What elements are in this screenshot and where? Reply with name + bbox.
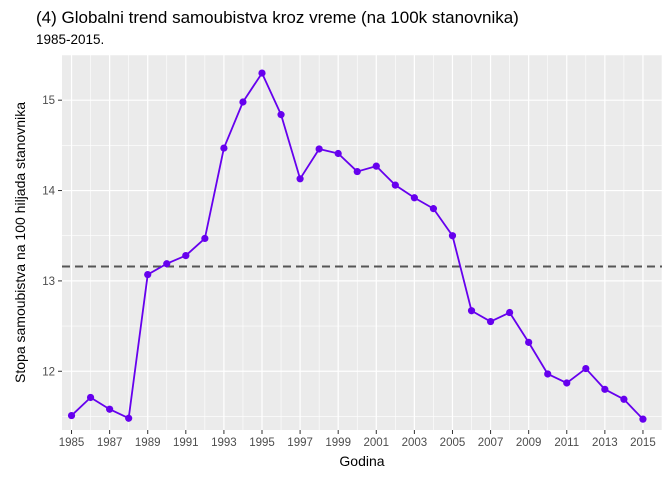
data-point [334, 149, 342, 158]
x-tick-label: 1997 [287, 437, 313, 449]
data-point [86, 393, 95, 402]
data-point [182, 252, 190, 260]
chart-subtitle: 1985-2015. [36, 32, 105, 47]
y-tick-label: 15 [42, 95, 55, 107]
x-tick-label: 2015 [630, 437, 656, 449]
y-tick-label: 13 [42, 276, 55, 288]
x-tick-label: 2013 [592, 437, 618, 449]
data-point [563, 379, 571, 387]
x-tick-label: 2011 [554, 437, 579, 449]
x-tick-label: 1995 [249, 437, 275, 449]
data-point [429, 205, 438, 213]
data-point [525, 338, 533, 346]
data-point [506, 308, 514, 317]
data-point [220, 144, 228, 152]
data-point [144, 270, 152, 279]
data-point [67, 411, 76, 420]
data-point [277, 111, 285, 119]
x-tick-label: 1993 [211, 437, 237, 449]
data-point [106, 405, 114, 413]
x-axis-ticks: 1985 1987 1989 1991 1993 1995 1997 1999 2001 2003… [59, 430, 656, 449]
data-point [163, 260, 171, 268]
data-point [544, 370, 552, 378]
x-tick-label: 2003 [402, 437, 428, 449]
points-group [67, 69, 647, 423]
data-point [372, 162, 380, 170]
x-tick-label: 1985 [59, 437, 85, 449]
data-point [486, 317, 495, 326]
data-point [391, 181, 399, 189]
x-axis-title: Godina [339, 453, 384, 469]
data-point [125, 414, 133, 422]
data-point [201, 234, 209, 243]
data-point [239, 98, 247, 106]
data-point [601, 385, 609, 393]
chart-title: (4) Globalni trend samoubistva kroz vrem… [36, 8, 519, 27]
x-tick-label: 2009 [516, 437, 542, 449]
x-tick-label: 1989 [135, 437, 161, 449]
data-point [448, 232, 457, 240]
data-point [582, 364, 590, 373]
y-axis-title: Stopa samoubistva na 100 hiljada stanovn… [12, 102, 28, 383]
x-tick-label: 1987 [97, 437, 123, 449]
major-gridlines [62, 55, 662, 430]
data-point [410, 194, 418, 202]
y-tick-label: 12 [42, 366, 55, 378]
data-point [296, 175, 304, 183]
data-point [620, 395, 628, 403]
data-point [467, 307, 476, 315]
x-tick-label: 2007 [478, 437, 504, 449]
x-tick-label: 2001 [363, 437, 389, 449]
x-tick-label: 1999 [325, 437, 351, 449]
y-tick-label: 14 [42, 186, 55, 198]
x-tick-label: 2005 [440, 437, 466, 449]
data-point [639, 415, 647, 423]
data-point [258, 69, 266, 77]
plot-panel [62, 55, 662, 430]
data-point [353, 167, 361, 176]
y-axis-ticks: 12 13 14 15 [42, 95, 62, 378]
x-tick-label: 1991 [173, 437, 199, 449]
data-point [315, 145, 323, 153]
